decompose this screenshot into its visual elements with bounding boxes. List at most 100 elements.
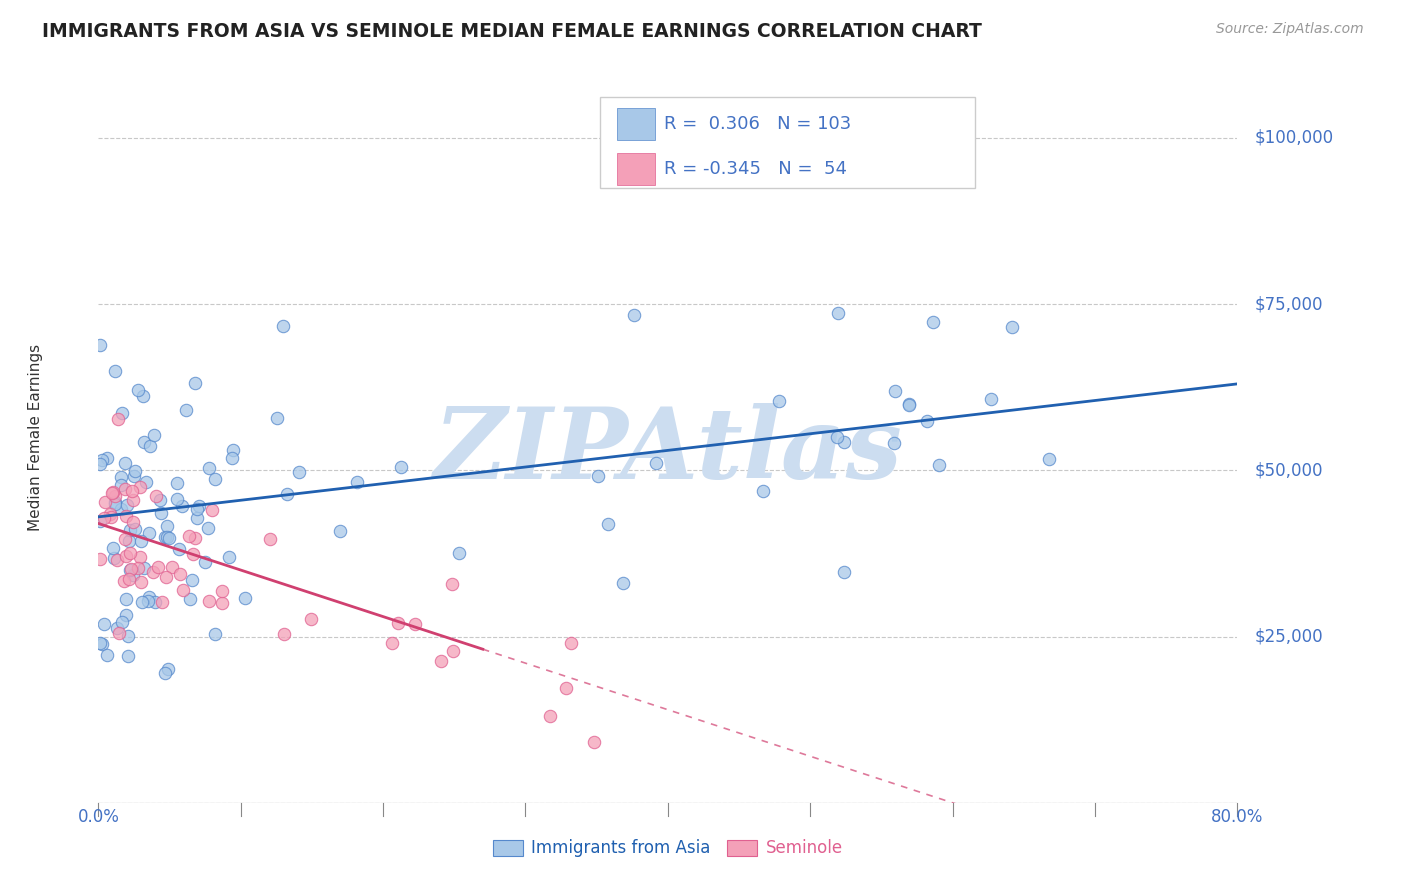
Text: ZIPAtlas: ZIPAtlas — [433, 403, 903, 500]
Point — [259, 532, 281, 546]
Point — [103, 541, 125, 555]
Point — [752, 483, 775, 498]
Point — [271, 318, 294, 333]
Text: $75,000: $75,000 — [1254, 295, 1323, 313]
Point — [184, 531, 207, 545]
Point — [832, 565, 855, 579]
Point — [138, 526, 160, 541]
Point — [143, 595, 166, 609]
Point — [120, 562, 142, 576]
Point — [177, 529, 200, 543]
Point — [153, 530, 176, 544]
FancyBboxPatch shape — [599, 97, 976, 188]
Point — [143, 427, 166, 442]
Point — [200, 502, 222, 516]
Point — [441, 577, 464, 591]
Point — [166, 492, 188, 507]
Point — [162, 559, 184, 574]
Point — [115, 591, 138, 606]
Point — [111, 615, 134, 630]
Point — [114, 608, 136, 623]
Point — [107, 412, 129, 426]
Point — [115, 498, 138, 512]
Point — [89, 552, 111, 566]
Point — [122, 468, 145, 483]
Point — [127, 561, 149, 575]
Point — [1038, 452, 1060, 467]
Point — [117, 648, 139, 663]
Point — [186, 510, 208, 524]
Point — [100, 509, 122, 524]
Point — [172, 583, 194, 598]
Point — [138, 440, 160, 454]
Point — [120, 563, 142, 577]
Point — [122, 493, 145, 508]
Point — [928, 458, 950, 472]
Point — [111, 405, 134, 419]
Point — [114, 456, 136, 470]
Point — [273, 627, 295, 641]
Text: Median Female Earnings: Median Female Earnings — [28, 343, 44, 531]
Point — [184, 376, 207, 391]
FancyBboxPatch shape — [617, 108, 655, 140]
Point — [276, 487, 298, 501]
Point — [120, 546, 142, 560]
Point — [211, 596, 233, 610]
Point — [169, 566, 191, 581]
Point — [128, 550, 150, 565]
Text: Source: ZipAtlas.com: Source: ZipAtlas.com — [1216, 22, 1364, 37]
Point — [897, 398, 920, 412]
Point — [89, 457, 111, 471]
Point — [169, 541, 191, 556]
Point — [136, 593, 159, 607]
Point — [897, 397, 920, 411]
Point — [104, 497, 127, 511]
Point — [117, 533, 139, 548]
Point — [122, 567, 145, 582]
Point — [124, 522, 146, 536]
Point — [149, 493, 172, 508]
Point — [233, 591, 256, 605]
Point — [104, 364, 127, 378]
Point — [110, 478, 132, 492]
Point — [89, 338, 111, 352]
Point — [222, 442, 245, 457]
Point — [832, 435, 855, 450]
Point — [389, 460, 412, 475]
Point — [157, 531, 180, 545]
Point — [156, 530, 179, 544]
Point — [204, 471, 226, 485]
Point — [198, 593, 221, 607]
Point — [198, 460, 221, 475]
Point — [131, 595, 153, 609]
Point — [166, 475, 188, 490]
Point — [623, 309, 645, 323]
Point — [146, 559, 169, 574]
Point — [555, 681, 578, 695]
Point — [132, 561, 155, 575]
Point — [93, 616, 115, 631]
Point — [612, 576, 634, 591]
Point — [124, 464, 146, 478]
Point — [827, 306, 849, 320]
Point — [586, 468, 609, 483]
Point — [149, 506, 172, 520]
Point — [114, 483, 136, 497]
Point — [447, 546, 470, 560]
Point — [145, 489, 167, 503]
Point — [538, 708, 561, 723]
Point — [107, 625, 129, 640]
Point — [96, 450, 118, 465]
Point — [115, 509, 138, 524]
Point — [91, 637, 114, 651]
Point — [117, 629, 139, 643]
Point — [179, 591, 201, 606]
Point — [187, 499, 209, 513]
Point — [172, 499, 194, 513]
Point — [288, 465, 311, 479]
Point — [138, 590, 160, 604]
Point — [883, 384, 905, 399]
Point — [441, 644, 464, 658]
Point — [218, 549, 240, 564]
Point — [105, 552, 128, 566]
